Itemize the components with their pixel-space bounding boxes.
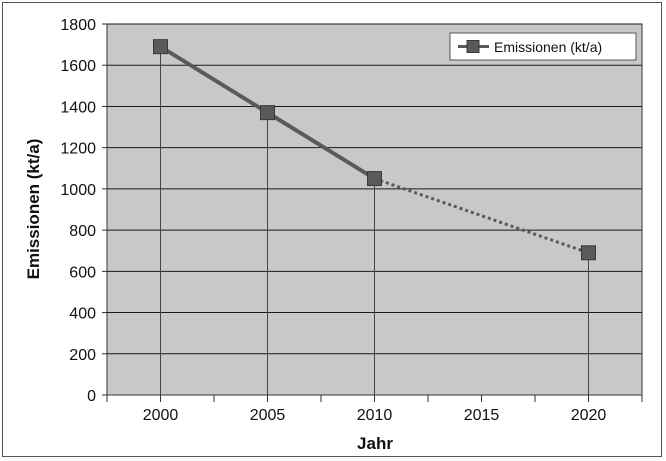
y-tick-label: 1000 (60, 182, 96, 199)
y-tick-label: 1600 (60, 58, 96, 75)
x-tick-label: 2015 (464, 407, 500, 424)
y-axis-title: Emissionen (kt/a) (24, 139, 43, 280)
y-tick-label: 0 (87, 388, 96, 405)
series-group (153, 39, 596, 395)
data-point-marker[interactable] (153, 39, 168, 55)
x-tick-label: 2005 (250, 407, 286, 424)
legend-label: Emissionen (kt/a) (494, 39, 602, 55)
x-tick-label: 2020 (571, 407, 607, 424)
series-segment (374, 177, 589, 255)
x-tick-label: 2000 (143, 407, 179, 424)
legend-marker-swatch (466, 40, 480, 53)
series-segment (159, 44, 269, 115)
x-axis: 2000 2005 2010 2015 2020 (106, 395, 643, 424)
legend[interactable]: Emissionen (kt/a) (449, 32, 637, 61)
x-axis-title: Jahr (357, 434, 393, 453)
y-tick-label: 200 (69, 347, 96, 364)
data-point-marker[interactable] (260, 105, 275, 121)
y-tick-label: 800 (69, 223, 96, 240)
y-tick-label: 1800 (60, 17, 96, 34)
y-tick-label: 600 (69, 264, 96, 281)
data-point-marker[interactable] (581, 245, 596, 261)
y-axis: 0 200 400 600 800 1000 1200 1400 1600 1800 (60, 17, 107, 405)
data-point-marker[interactable] (367, 171, 382, 187)
series-segment (266, 110, 376, 181)
y-tick-label: 1200 (60, 141, 96, 158)
y-tick-label: 400 (69, 306, 96, 323)
y-tick-label: 1400 (60, 99, 96, 116)
x-tick-label: 2010 (357, 407, 393, 424)
